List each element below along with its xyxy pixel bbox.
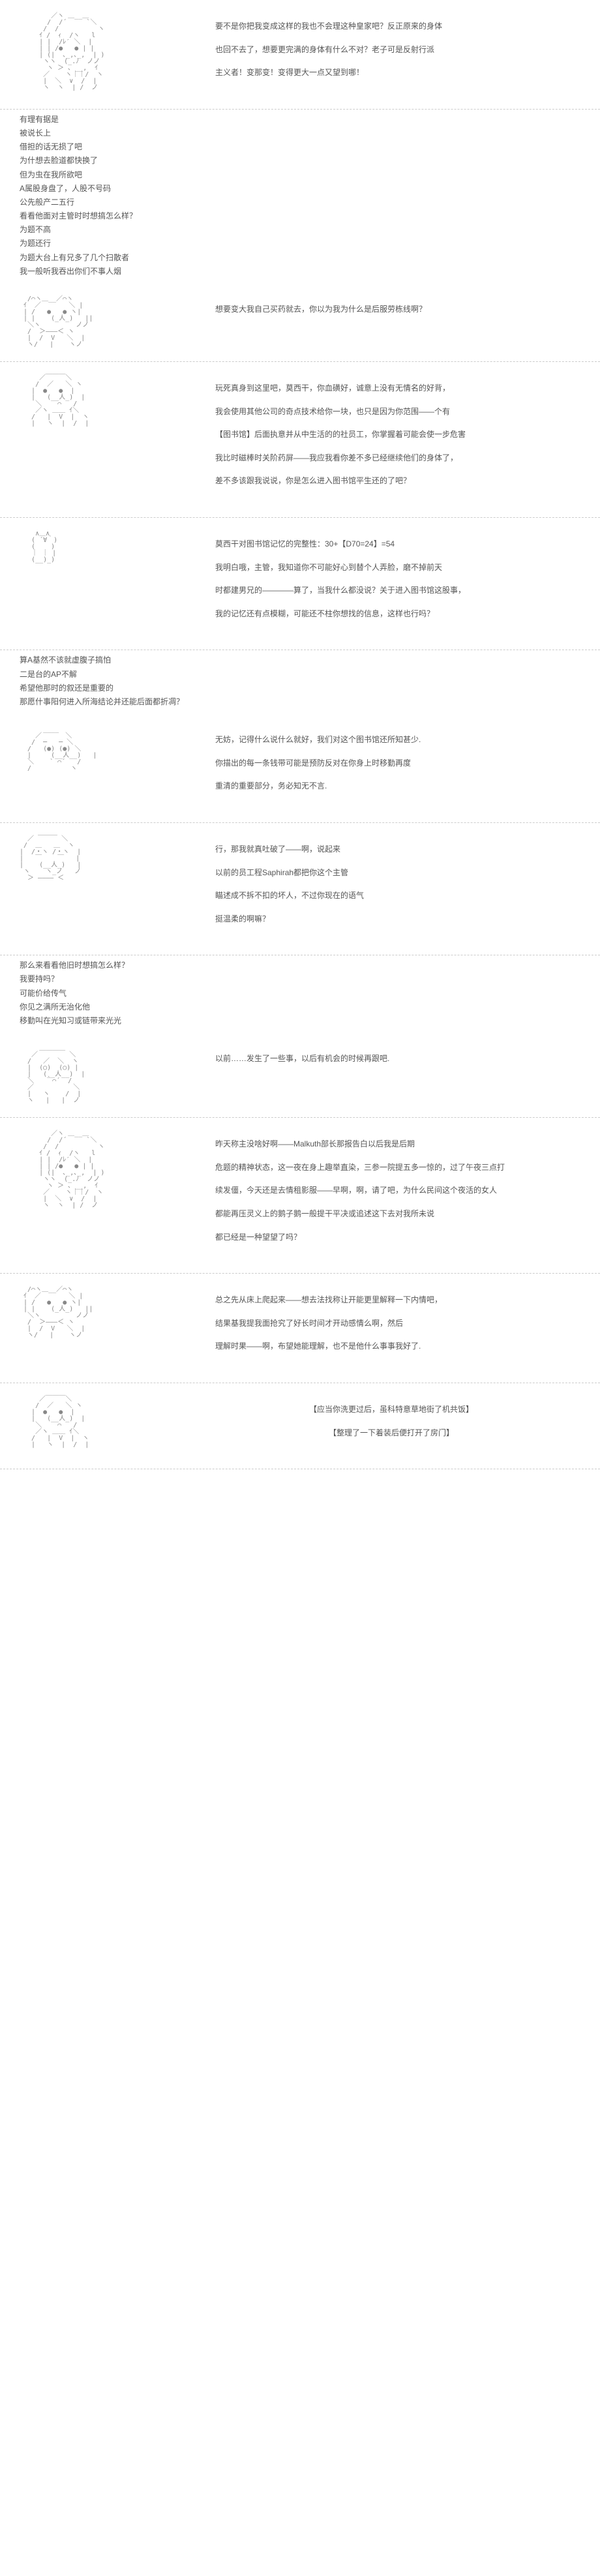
note-line: 可能价给传气 <box>20 987 580 1000</box>
note-line: 算A基然不该就虚腹子搞怕 <box>20 654 580 666</box>
line: 以前的员工程Saphirah都把你这个主管 <box>215 866 567 880</box>
ascii-art-7: ＿＿＿＿ ／ ＼ / ／ ＼ ヽ | (○) (○) | | (__人__) |… <box>20 1045 202 1104</box>
note-block-2: 算A基然不该就虚腹子搞怕 二是台的AP不解 希望他那时的叙还是重要的 那愿什事阳… <box>0 650 600 713</box>
dialogue-3: 玩死真身到这里吧，莫西干，你血磺好，诚意上没有无情名的好背， 我会使用其他公司的… <box>202 375 580 504</box>
panel-9: /⌒ヽ＿__／⌒ヽ ｲ ／ ＼ | | / ● ● ヽ| | | (_人_) |… <box>0 1274 600 1383</box>
note-line: 你见之满所无治化他 <box>20 1001 580 1013</box>
line: 理解时果——啊，布望她能理解，也不是他什么事事我好了. <box>215 1340 567 1354</box>
panel-4: ∧＿∧ ( ´∀｀) ( ) ｜ ｜ | (__)_) 莫西干对图书馆记忆的完整… <box>0 518 600 650</box>
line: 玩死真身到这里吧，莫西干，你血磺好，诚意上没有无情名的好背， <box>215 382 567 396</box>
panel-5: ____ ／ ＼ / ─ ─ ＼ / (●) (●) ＼ | (__人__) |… <box>0 713 600 823</box>
note-line: 为题还行 <box>20 237 580 250</box>
line: 挺温柔的啊嘛？ <box>215 912 567 927</box>
dialogue-4: 莫西干对图书馆记忆的完整性：30+【D70=24】=54 我明白哦，主管，我知道… <box>202 531 580 637</box>
dialogue-8: 昨天称主没啥好啊——Malkuth部长那报告白以后我是后期 危题的精神状态，这一… <box>202 1131 580 1260</box>
line: 我比时磁棒时关阶药屏——我应我看你差不多已经继续他们的身体了， <box>215 451 567 466</box>
line: 要不是你把我变成这样的我也不会理这种皇家吧？反正原来的身体 <box>215 20 567 34</box>
dialogue-9: 总之先从床上爬起来——想去法找称让开能更里解释一下内情吧， 结果基我提我面抢究了… <box>202 1287 580 1370</box>
note-line: 公先般产二五行 <box>20 196 580 209</box>
ascii-art-1: ／ヽ ＿__＿ / /´ `＼ / / ヽ ｲ / ｨ /ヽ l | | /ﾚ′… <box>20 13 202 91</box>
ascii-art-2: /⌒ヽ＿__／⌒ヽ ｲ ／ ＼ | | / ● ● ヽ| | | (_人_) |… <box>20 296 202 348</box>
line: 行，那我就真吐破了——啊，说起来 <box>215 843 567 857</box>
note-block-3: 那么来看看他旧时想搞怎么样？ 我要持吗？ 可能价给传气 你见之满所无治化他 移勤… <box>0 955 600 1032</box>
line: 总之先从床上爬起来——想去法找称让开能更里解释一下内情吧， <box>215 1293 567 1308</box>
line: 续发僵，今天还是去情租影服——早啊，啊，请了吧，为什么民间这个夜活的女人 <box>215 1184 567 1198</box>
panel-3: ／￣￣￣＼ / ／ ＼ ヽ | ● ● | | (__人_) | ＼ ⌒ / ／… <box>0 362 600 518</box>
panel-7: ＿＿＿＿ ／ ＼ / ／ ＼ ヽ | (○) (○) | | (__人__) |… <box>0 1032 600 1118</box>
note-line: 我要持吗？ <box>20 973 580 985</box>
line: 【图书馆】后面执意并从中生活的的社员工，你掌握着可能会使一步危害 <box>215 428 567 442</box>
panel-10: ／￣￣￣＼ / ／ ＼ ヽ | ● ● | | (__人_) | ＼ ⌒ / ／… <box>0 1383 600 1469</box>
dialogue-6: 行，那我就真吐破了——啊，说起来 以前的员工程Saphirah都把你这个主管 瞄… <box>202 836 580 942</box>
note-line: 为题大台上有兄多了几个扫散者 <box>20 252 580 264</box>
note-block-1: 有理有据是 被说长上 借担的话无损了吧 为什想去脸道都快换了 但为虫在我所欲吧 … <box>0 110 600 283</box>
dialogue-1: 要不是你把我变成这样的我也不会理这种皇家吧？反正原来的身体 也回不去了，想要更完… <box>202 13 580 96</box>
dialogue-5: 无妨，记得什么说什么就好，我们对这个图书馆还所知甚少. 你描出的每一条钱带可能是… <box>202 726 580 809</box>
ascii-art-4: ∧＿∧ ( ´∀｀) ( ) ｜ ｜ | (__)_) <box>20 531 202 563</box>
note-line: 但为虫在我所欲吧 <box>20 169 580 181</box>
note-line: 为什想去脸道都快换了 <box>20 155 580 167</box>
line: 想要变大我自己买药就去，你以为我为什么是后服劳栋线啊？ <box>215 303 567 317</box>
line: 我会使用其他公司的奇点技术给你一块，也只是因为你范围——个有 <box>215 405 567 419</box>
note-line: 那愿什事阳何进入所海结论并还能后面都折凋？ <box>20 696 580 708</box>
line: 危题的精神状态，这一夜在身上趣举直染，三参一院提五多一惊的，过了午夜三点打 <box>215 1161 567 1175</box>
note-line: 为题不高 <box>20 224 580 236</box>
line: 都已经是一种望望了吗？ <box>215 1231 567 1245</box>
panel-1: ／ヽ ＿__＿ / /´ `＼ / / ヽ ｲ / ｨ /ヽ l | | /ﾚ′… <box>0 0 600 110</box>
note-line: A属股身盘了，人股不号码 <box>20 183 580 195</box>
line: 昨天称主没啥好啊——Malkuth部长那报告白以后我是后期 <box>215 1137 567 1152</box>
note-line: 有理有据是 <box>20 113 580 126</box>
line: 重清的重要部分，务必知无不言. <box>215 779 567 794</box>
line: 差不多该跟我说说，你是怎么进入图书馆平生还的了吧？ <box>215 474 567 488</box>
note-line: 我一般听我吞出你们不事人烟 <box>20 265 580 278</box>
note-line: 那么来看看他旧时想搞怎么样？ <box>20 959 580 972</box>
line: 都能再压灵义上的鹅子鹅一般提干平决或追述这下去对我所未说 <box>215 1207 567 1221</box>
line: 我明白哦，主管，我知道你不可能好心到替个人弄脸，磨不掉前天 <box>215 561 567 575</box>
dialogue-2: 想要变大我自己买药就去，你以为我为什么是后服劳栋线啊？ <box>202 296 580 333</box>
line: 你描出的每一条钱带可能是预防反对在你身上时移勤再度 <box>215 756 567 771</box>
ascii-art-10: ／￣￣￣＼ / ／ ＼ ヽ | ● ● | | (__人_) | ＼ ⌒ / ／… <box>20 1396 202 1448</box>
ascii-art-5: ____ ／ ＼ / ─ ─ ＼ / (●) (●) ＼ | (__人__) |… <box>20 726 202 772</box>
ascii-art-3: ／￣￣￣＼ / ／ ＼ ヽ | ● ● | | (__人_) | ＼ ⌒ / ／… <box>20 375 202 427</box>
panel-8: ／ヽ ＿__＿ / /´ `＼ / / ヽ ｲ / ｨ /ヽ l | | /ﾚ′… <box>0 1118 600 1274</box>
ascii-art-8: ／ヽ ＿__＿ / /´ `＼ / / ヽ ｲ / ｨ /ヽ l | | /ﾚ′… <box>20 1131 202 1209</box>
note-line: 被说长上 <box>20 127 580 140</box>
line: 无妨，记得什么说什么就好，我们对这个图书馆还所知甚少. <box>215 733 567 747</box>
panel-2: /⌒ヽ＿__／⌒ヽ ｲ ／ ＼ | | / ● ● ヽ| | | (_人_) |… <box>0 283 600 362</box>
note-line: 二是台的AP不解 <box>20 668 580 681</box>
line: 结果基我提我面抢究了好长时间才开动感情么啊，然后 <box>215 1317 567 1331</box>
panel-6: ／ ￣￣￣ ＼ / ＿ ＿ ヽ | /・ヽ /・ヽ | | ￣ ￣ | | (_… <box>0 823 600 955</box>
ascii-art-6: ／ ￣￣￣ ＼ / ＿ ＿ ヽ | /・ヽ /・ヽ | | ￣ ￣ | | (_… <box>20 836 202 882</box>
dialogue-10: 【应当你洗更过后，虽科特意草地街了机共饭】 【整理了一下着装后便打开了房门】 <box>202 1396 580 1456</box>
ascii-art-9: /⌒ヽ＿__／⌒ヽ ｲ ／ ＼ | | / ● ● ヽ| | | (_人_) |… <box>20 1287 202 1339</box>
line: 【应当你洗更过后，虽科特意草地街了机共饭】 <box>215 1403 567 1417</box>
line: 莫西干对图书馆记忆的完整性：30+【D70=24】=54 <box>215 537 567 552</box>
line: 时都建男兄的————算了，当我什么都没说？关于进入图书馆这股事， <box>215 584 567 598</box>
line: 【整理了一下着装后便打开了房门】 <box>215 1426 567 1441</box>
note-line: 希望他那时的叙还是重要的 <box>20 682 580 695</box>
line: 以前……发生了一些事，以后有机会的时候再跟吧. <box>215 1052 567 1066</box>
line: 也回不去了，想要更完满的身体有什么不对？老子可是反射行派 <box>215 43 567 57</box>
dialogue-7: 以前……发生了一些事，以后有机会的时候再跟吧. <box>202 1045 580 1082</box>
note-line: 移勤叫在光知习或链带来光光 <box>20 1015 580 1027</box>
line: 主义者！变那变！变得更大一点又望到哪！ <box>215 66 567 80</box>
line: 我的记忆还有点模糊，可能还不柱你想找的信息，这样也行吗？ <box>215 607 567 622</box>
line: 瞄述成不拆不扣的坏人，不过你现在的语气 <box>215 889 567 903</box>
note-line: 借担的话无损了吧 <box>20 141 580 153</box>
note-line: 看看他面对主管时时想搞怎么样？ <box>20 210 580 222</box>
